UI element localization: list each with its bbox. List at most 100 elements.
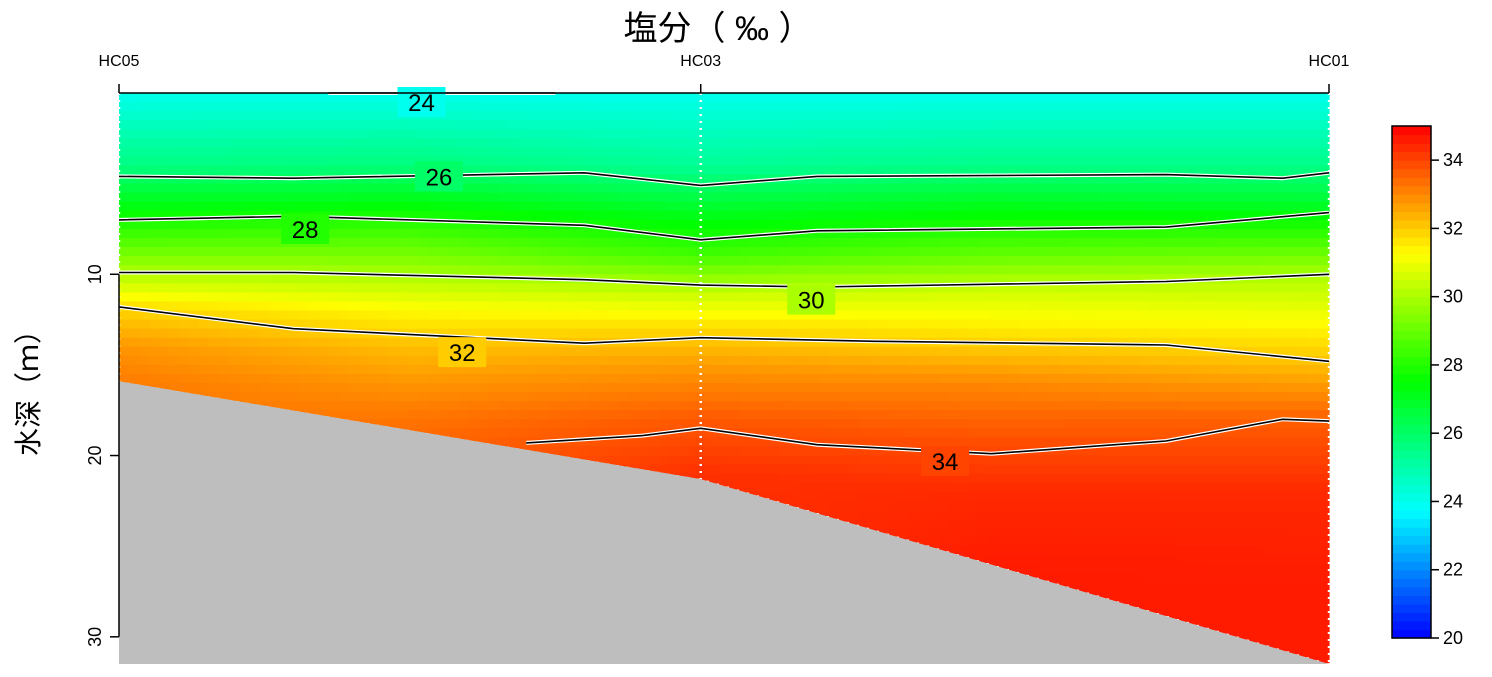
heatmap-cell — [809, 364, 820, 375]
heatmap-cell — [1099, 102, 1110, 112]
heatmap-cell — [259, 138, 270, 148]
heatmap-cell — [719, 337, 730, 348]
heatmap-cell — [269, 238, 280, 248]
heatmap-cell — [889, 437, 900, 448]
heatmap-cell — [1129, 464, 1140, 475]
heatmap-cell — [609, 410, 620, 420]
heatmap-cell — [879, 401, 890, 411]
heatmap-cell — [119, 183, 130, 194]
heatmap-cell — [719, 455, 730, 466]
heatmap-cell — [729, 256, 740, 266]
heatmap-cell — [739, 129, 750, 139]
heatmap-cell — [589, 111, 600, 121]
heatmap-cell — [249, 129, 260, 139]
heatmap-cell — [1069, 509, 1080, 520]
heatmap-cell — [1049, 310, 1060, 321]
heatmap-cell — [939, 518, 950, 529]
heatmap-cell — [439, 392, 450, 402]
heatmap-cell — [119, 93, 130, 103]
heatmap-cell — [209, 373, 220, 384]
heatmap-cell — [319, 120, 330, 130]
heatmap-cell — [339, 93, 350, 103]
heatmap-cell — [1099, 555, 1110, 565]
heatmap-cell — [309, 364, 320, 375]
heatmap-cell — [1159, 201, 1170, 212]
heatmap-cell — [879, 464, 890, 475]
heatmap-cell — [249, 165, 260, 176]
heatmap-cell — [1179, 600, 1190, 611]
heatmap-cell — [1129, 256, 1140, 266]
heatmap-cell — [1139, 491, 1150, 502]
heatmap-cell — [749, 464, 760, 475]
heatmap-cell — [759, 319, 770, 330]
heatmap-cell — [1059, 491, 1070, 502]
heatmap-cell — [1229, 609, 1240, 620]
heatmap-cell — [949, 247, 960, 257]
heatmap-cell — [1189, 292, 1200, 303]
heatmap-cell — [819, 265, 830, 275]
heatmap-cell — [859, 428, 870, 439]
heatmap-cell — [1049, 183, 1060, 194]
heatmap-cell — [1009, 111, 1020, 121]
heatmap-cell — [1219, 446, 1230, 457]
heatmap-cell — [1149, 537, 1160, 547]
heatmap-cell — [929, 319, 940, 330]
heatmap-cell — [559, 364, 570, 375]
heatmap-cell — [549, 147, 560, 158]
heatmap-cell — [259, 219, 270, 230]
heatmap-cell — [469, 364, 480, 375]
heatmap-cell — [459, 392, 470, 402]
heatmap-cell — [119, 283, 130, 293]
heatmap-cell — [549, 301, 560, 312]
heatmap-cell — [199, 129, 210, 139]
heatmap-cell — [1199, 120, 1210, 130]
heatmap-cell — [739, 210, 750, 221]
heatmap-cell — [939, 210, 950, 221]
heatmap-cell — [779, 419, 790, 429]
heatmap-cell — [139, 93, 150, 103]
heatmap-cell — [989, 274, 1000, 284]
heatmap-cell — [909, 537, 920, 543]
heatmap-cell — [559, 174, 570, 185]
heatmap-cell — [149, 247, 160, 257]
heatmap-cell — [709, 292, 720, 303]
heatmap-cell — [869, 455, 880, 466]
heatmap-cell — [1219, 455, 1230, 466]
heatmap-cell — [719, 256, 730, 266]
heatmap-cell — [969, 419, 980, 429]
heatmap-cell — [799, 482, 810, 493]
heatmap-cell — [519, 283, 530, 293]
heatmap-cell — [239, 129, 250, 139]
heatmap-cell — [659, 410, 670, 420]
heatmap-cell — [359, 228, 370, 239]
heatmap-cell — [1119, 247, 1130, 257]
heatmap-cell — [1139, 573, 1150, 584]
heatmap-cell — [1189, 364, 1200, 375]
heatmap-cell — [1099, 355, 1110, 366]
heatmap-cell — [769, 156, 780, 167]
heatmap-cell — [349, 292, 360, 303]
heatmap-cell — [439, 319, 450, 330]
heatmap-cell — [1219, 301, 1230, 312]
heatmap-cell — [119, 201, 130, 212]
heatmap-cell — [1019, 464, 1030, 475]
heatmap-cell — [419, 310, 430, 321]
heatmap-cell — [429, 219, 440, 230]
heatmap-cell — [749, 120, 760, 130]
heatmap-cell — [1099, 518, 1110, 529]
heatmap-cell — [1169, 609, 1180, 619]
heatmap-cell — [1229, 93, 1240, 103]
heatmap-cell — [709, 210, 720, 221]
heatmap-cell — [399, 219, 410, 230]
heatmap-cell — [1029, 301, 1040, 312]
heatmap-cell — [1069, 491, 1080, 502]
heatmap-cell — [1139, 337, 1150, 348]
heatmap-cell — [749, 346, 760, 357]
heatmap-cell — [899, 265, 910, 275]
heatmap-cell — [799, 410, 810, 420]
heatmap-cell — [979, 464, 990, 475]
heatmap-cell — [1079, 437, 1090, 448]
heatmap-cell — [459, 111, 470, 121]
heatmap-cell — [669, 238, 680, 248]
heatmap-cell — [739, 292, 750, 303]
